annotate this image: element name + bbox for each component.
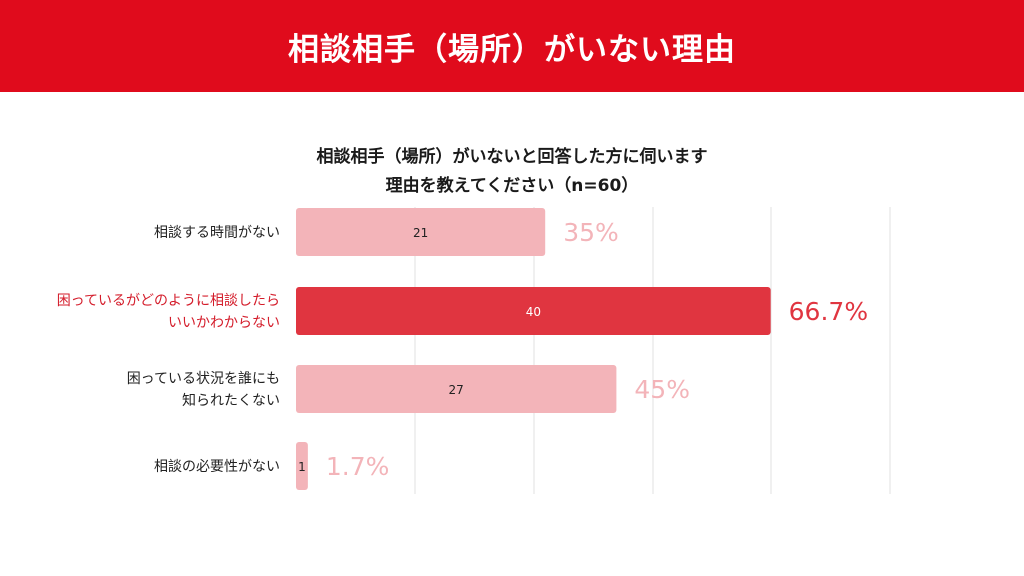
bar (296, 442, 308, 490)
bar-percent-label: 45% (634, 375, 690, 404)
chart-title: 相談相手（場所）がいないと回答した方に伺います 理由を教えてください（n=60） (0, 143, 1024, 201)
category-label: 相談の必要性がない (154, 459, 280, 475)
chart-title-line-1: 相談相手（場所）がいないと回答した方に伺います (316, 147, 708, 167)
bar-value-label: 1 (298, 460, 306, 474)
header-banner: 相談相手（場所）がいない理由 (0, 0, 1024, 92)
page-title: 相談相手（場所）がいない理由 (288, 31, 736, 68)
category-label: 知られたくない (182, 392, 280, 409)
category-label: 困っている状況を誰にも (127, 371, 280, 387)
category-label: いいかわからない (168, 315, 280, 331)
bar (296, 208, 546, 256)
bar-percent-label: 35% (563, 218, 619, 247)
category-label: 困っているがどのように相談したら (57, 293, 280, 309)
bar (296, 365, 617, 413)
bar-percent-label: 66.7% (789, 297, 868, 326)
bar-value-label: 27 (449, 383, 464, 397)
bar-percent-label: 1.7% (326, 452, 390, 481)
category-label: 相談する時間がない (154, 225, 280, 241)
chart-title-line-2: 理由を教えてください（n=60） (385, 176, 639, 196)
bar-value-label: 21 (413, 226, 428, 240)
bar (296, 287, 771, 335)
bar-value-label: 40 (526, 305, 541, 319)
